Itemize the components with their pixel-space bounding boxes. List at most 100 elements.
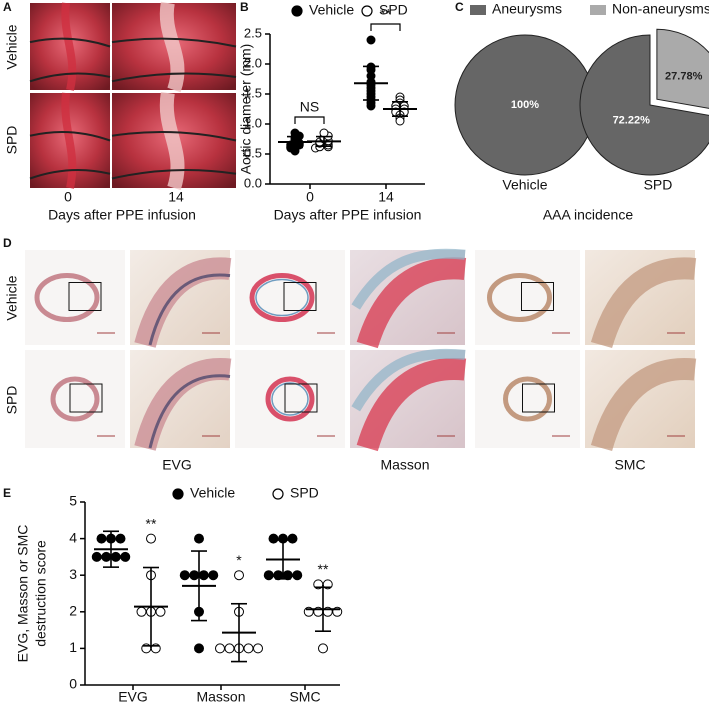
zoom-collagen: [351, 348, 466, 412]
panel-letter: E: [3, 486, 11, 500]
significance: NS: [300, 99, 319, 115]
photo-suture: [111, 72, 237, 83]
photo-suture: [29, 168, 111, 180]
column-label: SMC: [614, 457, 645, 473]
histology-image: [235, 350, 345, 448]
legend-marker: [272, 488, 284, 500]
x-axis-label: Days after PPE infusion: [48, 207, 196, 223]
zoom-wall: [134, 257, 232, 348]
pie-name: SPD: [644, 177, 673, 193]
photo-suture: [29, 130, 111, 142]
y-tick-label: 2: [69, 603, 77, 619]
data-point: [215, 643, 225, 654]
data-point: [253, 643, 263, 654]
significance: **: [318, 561, 329, 577]
data-point: [136, 606, 147, 617]
legend-marker: [361, 5, 373, 17]
pie-slice: [656, 28, 709, 109]
zoom-lamina: [148, 374, 231, 449]
data-point: [292, 570, 303, 581]
column-label: Masson: [380, 457, 429, 473]
zoom-wall: [356, 257, 467, 349]
pie-value-label: 27.78%: [665, 71, 703, 83]
significance-bracket: [370, 23, 401, 31]
data-point: [366, 101, 376, 111]
y-tick-label: 2.0: [244, 55, 262, 70]
significance: **: [146, 515, 157, 531]
data-point: [208, 570, 219, 581]
x-tick-label: EVG: [118, 689, 148, 705]
vessel-ring: [503, 376, 552, 422]
histology-image: [25, 350, 125, 448]
row-label: SPD: [4, 126, 20, 155]
data-point: [366, 35, 376, 45]
data-point: [101, 551, 112, 562]
photo-suture: [29, 72, 111, 83]
y-tick-label: 0: [69, 676, 77, 692]
legend-label: SPD: [379, 2, 408, 18]
panel-letter: C: [455, 0, 464, 14]
histology-image: [475, 250, 580, 345]
x-axis-label: AAA incidence: [543, 207, 633, 223]
histology-image: [25, 250, 125, 345]
y-tick-label: 1.0: [244, 115, 262, 130]
zoom-box: [521, 282, 554, 311]
photo-suture: [111, 168, 237, 180]
zoom-box: [283, 282, 317, 311]
vessel-ring: [249, 273, 315, 322]
vessel-ring: [265, 376, 315, 422]
legend-label: SPD: [290, 485, 319, 501]
zoom-box: [69, 383, 103, 413]
zoom-wall: [134, 358, 232, 451]
data-point: [115, 533, 126, 544]
vessel-ring: [255, 278, 309, 317]
data-point: [96, 533, 107, 544]
photo-vessel: [61, 2, 77, 91]
photo-vessel: [61, 92, 77, 189]
zoom-lamina: [148, 273, 231, 346]
row-label: SPD: [4, 386, 20, 415]
zoom-box: [68, 282, 102, 311]
vessel-ring: [34, 273, 100, 322]
data-point: [395, 116, 405, 126]
data-point: [268, 533, 279, 544]
y-tick-label: 1: [69, 639, 77, 655]
data-point: [179, 570, 190, 581]
x-tick-label: Masson: [196, 689, 245, 705]
photo-suture: [29, 37, 111, 48]
significance: **: [380, 6, 391, 22]
y-tick-label: 5: [69, 493, 77, 509]
y-tick-label: 1.5: [244, 85, 262, 100]
legend-label: Aneurysms: [492, 1, 562, 17]
legend-marker: [172, 488, 184, 500]
y-axis-label: destruction score: [33, 540, 49, 647]
data-point: [243, 643, 254, 654]
data-point: [110, 551, 121, 562]
pie-name: Vehicle: [502, 177, 547, 193]
significance: *: [236, 552, 242, 568]
zoom-wall: [590, 358, 697, 452]
y-axis-label: EVG, Masson or SMC: [15, 525, 31, 663]
photo-vessel: [159, 1, 185, 93]
x-tick-label: SMC: [289, 689, 320, 705]
x-tick-label: 14: [378, 189, 394, 205]
y-tick-label: 4: [69, 529, 77, 545]
data-point: [194, 533, 204, 544]
y-tick-label: 2.5: [244, 25, 262, 40]
data-point: [318, 643, 328, 654]
zoom-wall: [590, 257, 697, 349]
legend-swatch: [470, 5, 486, 15]
pie-value-label: 100%: [511, 99, 539, 111]
data-point: [234, 570, 244, 581]
zoom-wall: [356, 358, 467, 452]
panel-letter: A: [3, 0, 12, 14]
data-point: [287, 533, 298, 544]
data-point: [146, 533, 156, 544]
zoom-box: [522, 383, 555, 413]
column-label: 0: [64, 189, 72, 205]
y-tick-label: 3: [69, 566, 77, 582]
zoom-box: [284, 383, 318, 413]
legend-label: Vehicle: [190, 485, 235, 501]
data-point: [189, 570, 200, 581]
